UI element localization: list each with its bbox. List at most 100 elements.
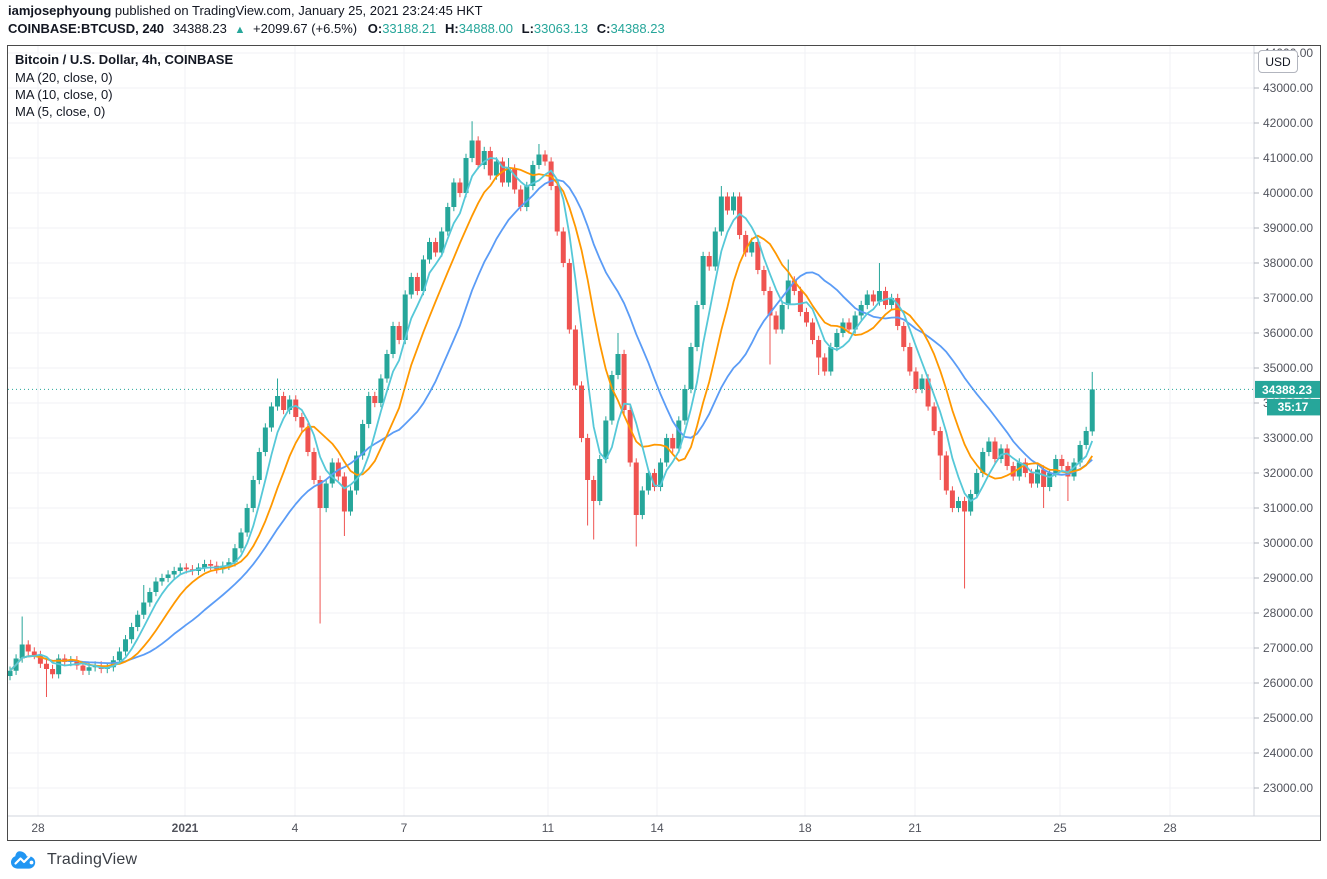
candle: [968, 489, 974, 516]
tradingview-brand-text: TradingView: [47, 851, 138, 868]
candle: [311, 447, 317, 485]
candle: [347, 486, 353, 516]
candle: [591, 475, 597, 540]
time-tick-label: 4: [292, 821, 299, 835]
time-axis-labels: 28 2021 4 7 11 14 18 21 25 28: [31, 821, 1177, 835]
countdown-value: 35:17: [1278, 400, 1309, 414]
candle: [810, 318, 816, 345]
candle: [420, 255, 426, 296]
candle: [803, 307, 809, 327]
candle: [943, 451, 949, 495]
close-label: C:: [596, 21, 611, 36]
candle: [250, 475, 256, 513]
time-tick-label: 11: [542, 821, 555, 835]
candle: [773, 311, 779, 334]
open-value: 33188.21: [382, 21, 437, 36]
close-value: 34388.23: [610, 21, 665, 36]
high-value: 34888.00: [458, 21, 513, 36]
byline: iamjosephyoung published on TradingView.…: [8, 2, 483, 19]
candle: [731, 192, 737, 215]
candle: [481, 146, 487, 170]
candle: [317, 475, 323, 624]
candle: [1071, 458, 1077, 481]
candle: [858, 300, 864, 320]
candle: [645, 468, 651, 495]
candle: [603, 416, 609, 464]
price-tick-label: 27000.00: [1263, 641, 1313, 655]
time-tick-label: 21: [908, 821, 922, 835]
candle: [43, 659, 49, 697]
tradingview-brand[interactable]: TradingView: [10, 845, 137, 875]
candle: [147, 587, 153, 607]
candle: [779, 300, 785, 334]
candle: [329, 458, 335, 488]
candle: [785, 259, 791, 310]
candle: [560, 227, 566, 268]
byline-text: published on TradingView.com, January 25…: [111, 3, 483, 18]
price-tick-label: 29000.00: [1263, 571, 1313, 585]
tradingview-logo-icon: [11, 851, 36, 869]
candle: [992, 437, 998, 464]
candle: [384, 349, 390, 383]
price-tick-label: 41000.00: [1263, 151, 1313, 165]
candle: [579, 381, 585, 443]
candle: [962, 496, 968, 589]
chart-widget: 23000.00 24000.00 25000.00 26000.00 27000.00…: [7, 45, 1321, 841]
high-label: H:: [445, 21, 459, 36]
candle: [694, 300, 700, 352]
currency-unit-button[interactable]: USD: [1258, 50, 1298, 73]
candle: [572, 325, 578, 390]
candle: [372, 391, 378, 408]
candle: [31, 647, 37, 660]
candle: [135, 610, 141, 632]
candle: [755, 237, 761, 275]
price-tick-label: 33000.00: [1263, 431, 1313, 445]
price-tick-label: 26000.00: [1263, 676, 1313, 690]
candle: [1089, 371, 1095, 436]
candle: [743, 230, 749, 257]
candle: [506, 158, 512, 187]
candle: [153, 577, 159, 597]
low-label: L:: [521, 21, 534, 36]
candle: [870, 290, 876, 306]
candle: [123, 635, 129, 656]
candle: [1004, 444, 1010, 471]
legend-ma20[interactable]: MA (20, close, 0): [15, 70, 113, 85]
ma5-line: [9, 157, 1094, 672]
last-price-badge: [1255, 380, 1320, 398]
candle: [129, 622, 135, 644]
candle: [767, 286, 773, 365]
candle: [998, 444, 1004, 464]
price-chart-canvas[interactable]: 23000.00 24000.00 25000.00 26000.00 27000.00…: [8, 46, 1320, 840]
candle: [427, 237, 433, 264]
candle: [682, 384, 688, 425]
candle: [937, 426, 943, 480]
candle: [700, 251, 706, 310]
time-tick-label: 25: [1053, 821, 1067, 835]
candle: [366, 391, 372, 429]
candle: [688, 342, 694, 394]
low-value: 33063.13: [533, 21, 589, 36]
candle: [955, 496, 961, 513]
price-axis-labels: 23000.00 24000.00 25000.00 26000.00 27000.00…: [1254, 46, 1313, 795]
candle: [633, 458, 639, 547]
candle: [706, 251, 712, 271]
candle: [949, 486, 955, 513]
change-value: +2099.67 (+6.5%): [253, 21, 358, 36]
candle: [761, 265, 767, 296]
candle: [451, 178, 457, 212]
candle: [542, 150, 548, 166]
legend-ma5[interactable]: MA (5, close, 0): [15, 104, 106, 119]
candle: [220, 561, 226, 574]
legend-symbol-title[interactable]: Bitcoin / U.S. Dollar, 4h, COINBASE: [15, 52, 234, 67]
candle: [165, 570, 171, 583]
candle: [974, 468, 980, 499]
candle: [834, 328, 840, 352]
candle: [1059, 454, 1065, 471]
candle: [74, 656, 80, 670]
candle: [585, 433, 591, 526]
candle: [889, 293, 895, 310]
legend-ma10[interactable]: MA (10, close, 0): [15, 87, 113, 102]
candle: [816, 335, 822, 375]
